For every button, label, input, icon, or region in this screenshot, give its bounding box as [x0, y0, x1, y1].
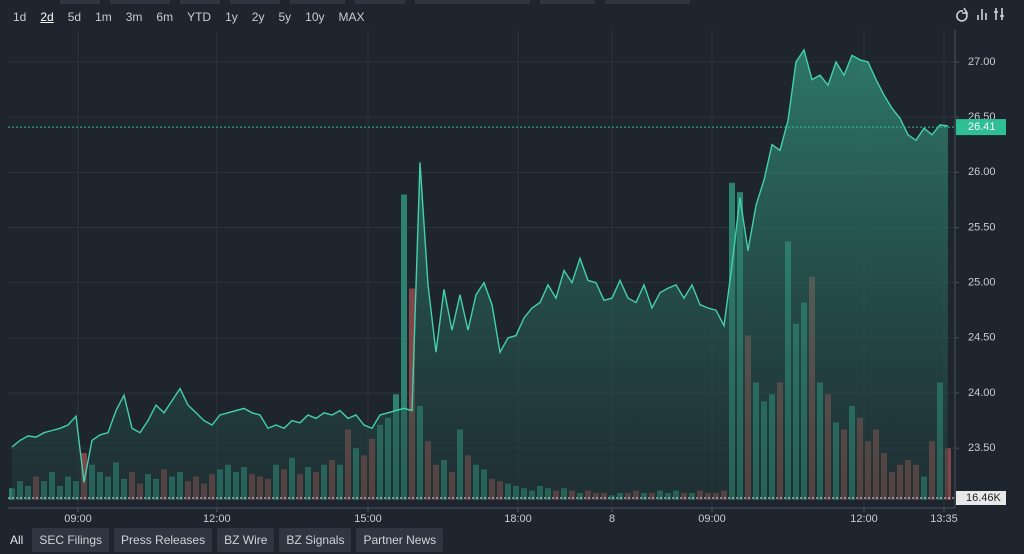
- range-toolbar: 1d 2d 5d 1m 3m 6m YTD 1y 2y 5y 10y MAX: [6, 8, 372, 26]
- x-tick-label: 09:00: [698, 513, 726, 525]
- x-tick-label: 15:00: [354, 513, 382, 525]
- news-tab[interactable]: Partner News: [356, 528, 444, 552]
- toolbar-edge: [110, 0, 170, 4]
- range-button[interactable]: 1m: [95, 10, 112, 24]
- settings-icon[interactable]: [994, 8, 1004, 20]
- range-button[interactable]: 5y: [278, 10, 292, 24]
- refresh-icon[interactable]: [956, 10, 968, 22]
- range-button[interactable]: 1d: [13, 10, 27, 24]
- range-button[interactable]: 10y: [305, 10, 325, 24]
- news-tabs: All SEC Filings Press Releases BZ Wire BZ Si…: [6, 528, 444, 552]
- toolbar-edge: [605, 0, 690, 4]
- range-button[interactable]: YTD: [187, 10, 212, 24]
- y-tick-label: 26.00: [968, 166, 996, 178]
- price-area: [12, 49, 948, 501]
- toolbar-edge: [415, 0, 530, 4]
- range-button[interactable]: MAX: [338, 10, 365, 24]
- news-tab[interactable]: BZ Wire: [217, 528, 275, 552]
- range-button[interactable]: 6m: [156, 10, 174, 24]
- news-tab[interactable]: All: [10, 533, 24, 547]
- volume-label: 16.46K: [966, 492, 1002, 504]
- toolbar-edge: [60, 0, 100, 4]
- x-tick-label: 12:00: [203, 513, 231, 525]
- toolbar-edge: [180, 0, 220, 4]
- x-tick-label: 09:00: [64, 513, 92, 525]
- toolbar-edge: [230, 0, 280, 4]
- news-tab[interactable]: SEC Filings: [32, 528, 110, 552]
- news-tab[interactable]: BZ Signals: [279, 528, 352, 552]
- tool-icons[interactable]: [956, 7, 1004, 22]
- range-button[interactable]: 3m: [125, 10, 143, 24]
- last-price-tag: [956, 119, 1006, 136]
- range-button[interactable]: 1y: [225, 10, 238, 24]
- volume-bar: [401, 194, 407, 500]
- y-tick-label: 24.50: [968, 332, 996, 344]
- y-tick-label: 25.00: [968, 277, 996, 289]
- bars-icon[interactable]: [977, 9, 987, 20]
- range-button[interactable]: 2y: [251, 10, 265, 24]
- last-price-label: 26.41: [968, 121, 996, 133]
- y-tick-label: 27.00: [968, 56, 996, 68]
- toolbar-edge: [540, 0, 595, 4]
- price-line: [11, 48, 949, 483]
- volume-tag: [956, 491, 1006, 505]
- y-tick-label: 23.50: [968, 442, 996, 454]
- y-tick-label: 24.00: [968, 387, 996, 399]
- x-tick-label: 18:00: [504, 513, 532, 525]
- y-tick-label: 25.50: [968, 221, 996, 233]
- x-tick-label: 8: [609, 513, 615, 525]
- range-button[interactable]: 2d: [40, 10, 54, 24]
- range-button[interactable]: 5d: [67, 10, 82, 24]
- x-tick-label: 13:35: [930, 513, 958, 525]
- news-tab[interactable]: Press Releases: [114, 528, 213, 552]
- toolbar-edge: [290, 0, 345, 4]
- toolbar-edge: [355, 0, 405, 4]
- x-tick-label: 12:00: [850, 513, 878, 525]
- refresh-icon[interactable]: [962, 7, 969, 14]
